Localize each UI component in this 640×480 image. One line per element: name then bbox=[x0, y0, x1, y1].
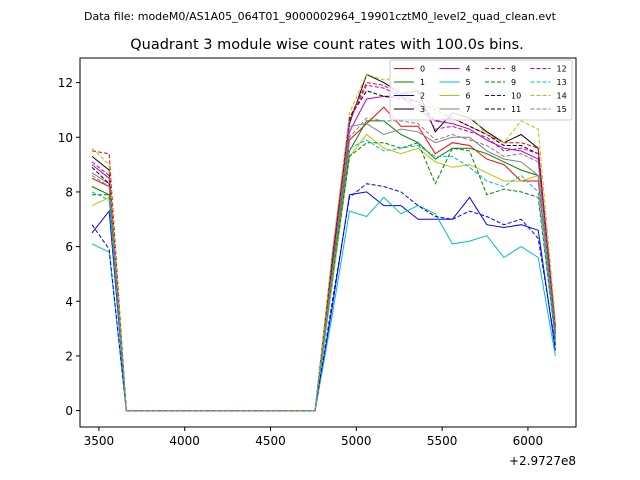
legend-label-14: 14 bbox=[557, 92, 567, 101]
y-tick-label: 12 bbox=[58, 76, 73, 90]
legend-label-7: 7 bbox=[466, 105, 471, 114]
series-line-15 bbox=[91, 117, 556, 412]
y-tick-label: 4 bbox=[65, 295, 73, 309]
x-tick-label: 5500 bbox=[427, 434, 458, 448]
x-tick-label: 4000 bbox=[169, 434, 200, 448]
y-axis: 0 2 4 6 8 10 12 bbox=[58, 76, 80, 418]
legend-label-15: 15 bbox=[557, 105, 567, 114]
legend-label-8: 8 bbox=[511, 65, 516, 74]
legend-label-12: 12 bbox=[557, 65, 567, 74]
legend-label-3: 3 bbox=[420, 105, 425, 114]
x-tick-label: 3500 bbox=[84, 434, 115, 448]
legend-label-6: 6 bbox=[466, 92, 471, 101]
x-tick-label: 6000 bbox=[513, 434, 544, 448]
legend-box bbox=[389, 59, 573, 121]
legend-label-5: 5 bbox=[466, 78, 471, 87]
legend-label-1: 1 bbox=[420, 78, 425, 87]
legend-label-4: 4 bbox=[466, 65, 471, 74]
y-tick-label: 2 bbox=[65, 349, 73, 363]
x-tick-label: 5000 bbox=[341, 434, 372, 448]
y-tick-label: 6 bbox=[65, 240, 73, 254]
plot-area-frame bbox=[79, 57, 577, 428]
y-tick-label: 10 bbox=[58, 131, 73, 145]
data-file-label: Data file: modeM0/AS1A05_064T01_90000029… bbox=[84, 10, 557, 23]
x-axis: 3500 4000 4500 5000 5500 6000 bbox=[84, 427, 544, 448]
legend-label-11: 11 bbox=[511, 105, 521, 114]
y-tick-label: 0 bbox=[65, 404, 73, 418]
legend-label-9: 9 bbox=[511, 78, 516, 87]
x-axis-offset-label: +2.9727e8 bbox=[509, 454, 576, 468]
legend-label-13: 13 bbox=[557, 78, 567, 87]
x-tick-label: 4500 bbox=[255, 434, 286, 448]
plot-lines bbox=[91, 73, 556, 412]
legend-label-2: 2 bbox=[420, 92, 425, 101]
y-tick-label: 8 bbox=[65, 185, 73, 199]
legend-label-10: 10 bbox=[511, 92, 521, 101]
chart-title: Quadrant 3 module wise count rates with … bbox=[130, 37, 524, 53]
legend-label-0: 0 bbox=[420, 65, 425, 74]
